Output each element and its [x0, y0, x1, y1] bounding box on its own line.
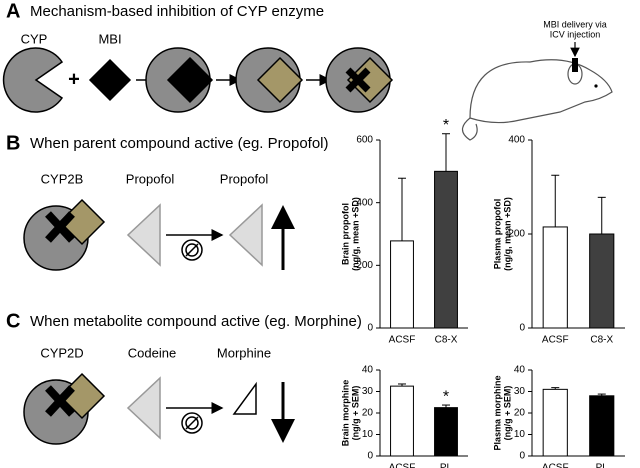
mouse-drawing: [461, 42, 613, 141]
substrate-label: Codeine: [128, 345, 176, 360]
enzyme-label: CYP2D: [40, 345, 83, 360]
y-tick-label: 0: [519, 451, 525, 462]
bar: [390, 385, 414, 457]
x-tick-label: ACSF: [542, 335, 569, 346]
y-tick-label: 20: [514, 408, 526, 419]
y-axis-label: Brain morphine: [340, 380, 350, 447]
y-tick-label: 10: [514, 429, 526, 440]
x-tick-label: PL: [440, 463, 453, 468]
enzyme-label: CYP2B: [41, 171, 84, 186]
y-tick-label: 200: [356, 260, 373, 271]
y-tick-label: 40: [514, 365, 526, 376]
bar: [589, 395, 615, 457]
x-tick-label: ACSF: [389, 335, 416, 346]
y-tick-label: 0: [367, 451, 373, 462]
mouse-label: MBI delivery via: [543, 19, 607, 29]
panel-letter: C: [6, 310, 20, 332]
bar: [434, 407, 458, 457]
y-tick-label: 400: [356, 197, 373, 208]
y-axis-label: (ng/g + SEM): [350, 386, 360, 441]
pathway-b: [23, 198, 295, 271]
panel-letter: A: [6, 0, 20, 22]
bar: [589, 233, 615, 329]
x-tick-label: PL: [596, 463, 609, 468]
product-label: Morphine: [217, 345, 271, 360]
panel-letter: B: [6, 132, 20, 154]
y-tick-label: 30: [514, 386, 526, 397]
plus-sign: +: [68, 68, 80, 90]
substrate-label: Propofol: [126, 171, 175, 186]
y-tick-label: 400: [508, 135, 525, 146]
panel-title: Mechanism-based inhibition of CYP enzyme: [30, 3, 324, 20]
mouse-label: ICV injection: [550, 29, 601, 39]
panel-title: When metabolite compound active (eg. Mor…: [30, 313, 362, 330]
y-axis-label: (ng/g + SEM): [502, 386, 512, 441]
bar: [434, 170, 458, 329]
x-tick-label: C8-X: [435, 335, 458, 346]
x-tick-label: ACSF: [389, 463, 416, 468]
product-label: Propofol: [220, 171, 269, 186]
y-tick-label: 30: [362, 386, 374, 397]
significance-mark: *: [443, 388, 449, 405]
y-tick-label: 0: [519, 323, 525, 334]
y-tick-label: 10: [362, 429, 374, 440]
y-axis-label: Brain propofol: [340, 203, 350, 265]
x-tick-label: C8-X: [590, 335, 613, 346]
bar: [542, 226, 568, 329]
inhibitor-label: MBI: [98, 31, 121, 46]
bar: [542, 388, 568, 457]
y-tick-label: 40: [362, 365, 374, 376]
y-tick-label: 600: [356, 135, 373, 146]
y-axis-label: (ng/g, mean +SD): [350, 197, 360, 271]
pathway-c: [23, 372, 295, 445]
y-tick-label: 200: [508, 229, 525, 240]
y-tick-label: 0: [367, 323, 373, 334]
enzyme-label: CYP: [21, 31, 48, 46]
bar: [390, 240, 414, 329]
y-axis-label: Plasma propofol: [492, 199, 502, 270]
pathway-a: +: [2, 47, 394, 113]
panel-title: When parent compound active (eg. Propofo…: [30, 135, 329, 152]
significance-mark: *: [443, 117, 449, 134]
y-tick-label: 20: [362, 408, 374, 419]
y-axis-label: Plasma morphine: [492, 375, 502, 450]
y-axis-label: (ng/g, mean +SD): [502, 197, 512, 271]
x-tick-label: ACSF: [542, 463, 569, 468]
